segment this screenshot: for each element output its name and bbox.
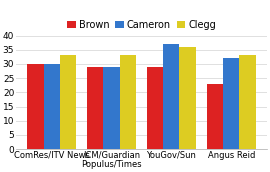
Bar xyxy=(120,55,136,149)
Bar xyxy=(27,64,43,149)
Bar xyxy=(60,55,76,149)
Bar xyxy=(180,47,196,149)
Legend: Brown, Cameron, Clegg: Brown, Cameron, Clegg xyxy=(67,20,216,30)
Bar xyxy=(87,67,103,149)
Bar xyxy=(207,84,223,149)
Bar xyxy=(223,58,239,149)
Bar xyxy=(239,55,255,149)
Bar xyxy=(147,67,163,149)
Bar xyxy=(103,67,120,149)
Bar xyxy=(43,64,60,149)
Bar xyxy=(163,44,180,149)
